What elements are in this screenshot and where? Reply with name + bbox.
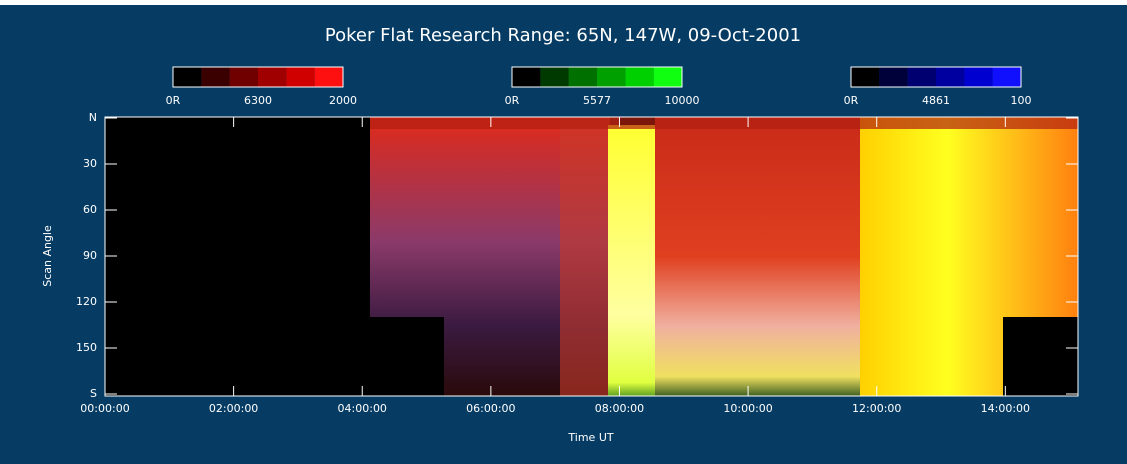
colorbar-swatch (907, 67, 936, 87)
y-tick-label: N (89, 111, 97, 124)
colorbar-min-label: 0R (166, 94, 181, 107)
x-tick-label: 06:00:00 (466, 402, 515, 415)
colorbar-max-label: 100 (1011, 94, 1032, 107)
x-tick-label: 12:00:00 (852, 402, 901, 415)
y-tick-label: 60 (83, 203, 97, 216)
x-axis-label: Time UT (567, 431, 613, 444)
colorbar-frame (511, 66, 683, 88)
y-tick-label: 150 (76, 341, 97, 354)
colorbar-swatch (851, 67, 880, 87)
x-tick-label: 00:00:00 (80, 402, 129, 415)
x-tick-label: 02:00:00 (209, 402, 258, 415)
y-axis-label: Scan Angle (41, 225, 54, 287)
y-tick-label: 30 (83, 157, 97, 170)
colorbar-swatch (597, 67, 626, 87)
colorbar-swatch (936, 67, 965, 87)
colorbar-frame (850, 66, 1022, 88)
x-tick-label: 04:00:00 (338, 402, 387, 415)
colorbar-swatch (229, 67, 258, 87)
colorbar-swatch (653, 67, 682, 87)
keogram-image (105, 117, 1078, 396)
chart-title: Poker Flat Research Range: 65N, 147W, 09… (325, 25, 801, 46)
colorbar-max-label: 2000 (329, 94, 357, 107)
colorbar-swatch (879, 67, 908, 87)
colorbar-swatch (173, 67, 202, 87)
colorbar-name: 5577 (583, 94, 611, 107)
x-tick-label: 10:00:00 (723, 402, 772, 415)
y-tick-label: 90 (83, 249, 97, 262)
colorbar-swatch (201, 67, 230, 87)
colorbar-frame (172, 66, 344, 88)
colorbar-swatch (314, 67, 343, 87)
colorbar-min-label: 0R (505, 94, 520, 107)
colorbar-swatch (992, 67, 1021, 87)
colorbar-swatch (625, 67, 654, 87)
y-tick-label: S (90, 387, 97, 400)
x-tick-label: 08:00:00 (595, 402, 644, 415)
colorbar-swatch (258, 67, 287, 87)
colorbar-min-label: 0R (844, 94, 859, 107)
colorbar-swatch (512, 67, 541, 87)
colorbar-name: 6300 (244, 94, 272, 107)
colorbar-swatch (568, 67, 597, 87)
x-tick-label: 14:00:00 (981, 402, 1030, 415)
colorbar-swatch (540, 67, 569, 87)
colorbar-swatch (964, 67, 993, 87)
colorbar-max-label: 10000 (665, 94, 700, 107)
colorbar-swatch (286, 67, 315, 87)
colorbar-name: 4861 (922, 94, 950, 107)
y-tick-label: 120 (76, 295, 97, 308)
